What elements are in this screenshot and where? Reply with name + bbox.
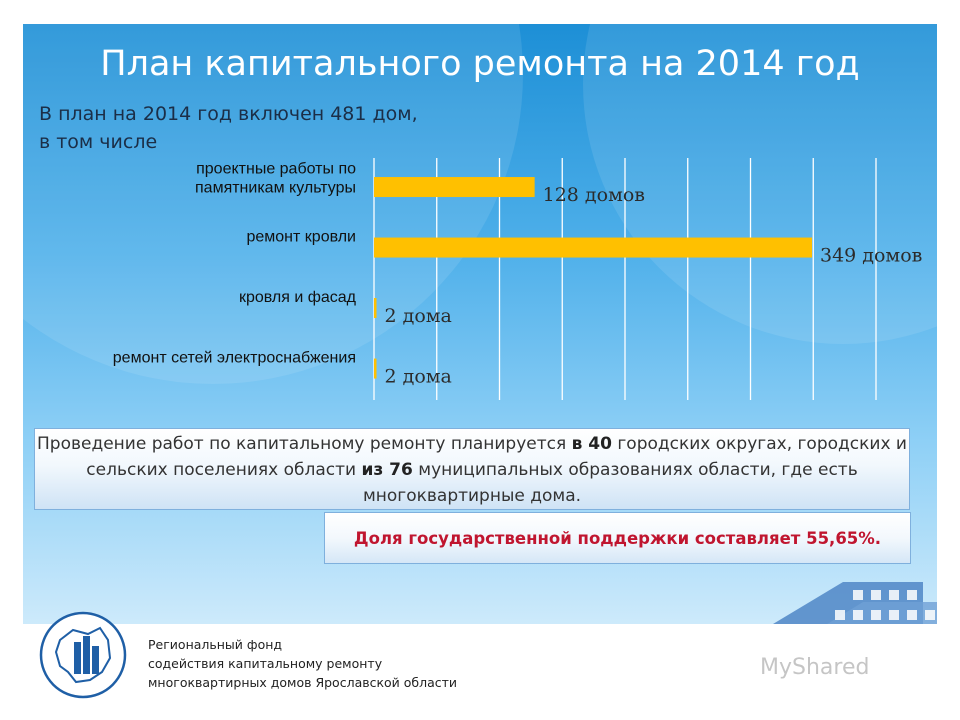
- bar: [374, 177, 535, 198]
- subtitle-line: в том числе: [39, 131, 158, 153]
- category-label: кровля и фасад: [239, 289, 357, 306]
- state-support-text: Доля государственной поддержки составляе…: [353, 528, 882, 548]
- info-box: Проведение работ по капитальному ремонту…: [34, 428, 910, 510]
- bar: [374, 237, 812, 258]
- category-label: памятникам культуры: [195, 180, 356, 197]
- info-bold-total: из 76: [361, 460, 413, 480]
- chart-value-labels: 128 домов 349 домов 2 дома 2 дома: [385, 184, 923, 388]
- watermark: MyShared: [760, 655, 870, 680]
- slide-title: План капитального ремонта на 2014 год: [100, 44, 860, 84]
- info-text: муниципальных образованиях области, где …: [362, 460, 858, 506]
- bar-chart: проектные работы по памятникам культуры ре…: [113, 158, 923, 400]
- value-label: 349 домов: [820, 245, 922, 267]
- category-label: проектные работы по: [196, 161, 356, 178]
- info-text: Проведение работ по капитальному ремонту…: [37, 434, 572, 454]
- fund-name-line: Региональный фонд: [148, 637, 283, 652]
- slide-background: План капитального ремонта на 2014 год В …: [23, 24, 937, 624]
- fund-name: Региональный фонд содействия капитальном…: [148, 635, 457, 692]
- bar: [374, 358, 377, 379]
- info-bold-count: в 40: [571, 434, 612, 454]
- value-label: 128 домов: [543, 184, 645, 206]
- chart-category-labels: проектные работы по памятникам культуры ре…: [113, 161, 357, 367]
- value-label: 2 дома: [385, 366, 452, 388]
- chart-bars: [374, 177, 812, 379]
- category-label: ремонт сетей электроснабжения: [113, 350, 356, 367]
- slide-subtitle: В план на 2014 год включен 481 дом, в то…: [39, 100, 418, 156]
- fund-name-line: многоквартирных домов Ярославской област…: [148, 675, 458, 690]
- fund-logo: [39, 611, 127, 699]
- value-label: 2 дома: [385, 305, 452, 327]
- info-text: городских округах, городских и сельских …: [86, 434, 907, 480]
- fund-name-line: содействия капитальному ремонту: [148, 656, 383, 671]
- category-label: ремонт кровли: [246, 229, 356, 246]
- bar: [374, 298, 377, 319]
- building-illustration: [773, 582, 937, 624]
- subtitle-line: В план на 2014 год включен 481 дом,: [39, 103, 418, 125]
- state-support-box: Доля государственной поддержки составляе…: [324, 512, 911, 564]
